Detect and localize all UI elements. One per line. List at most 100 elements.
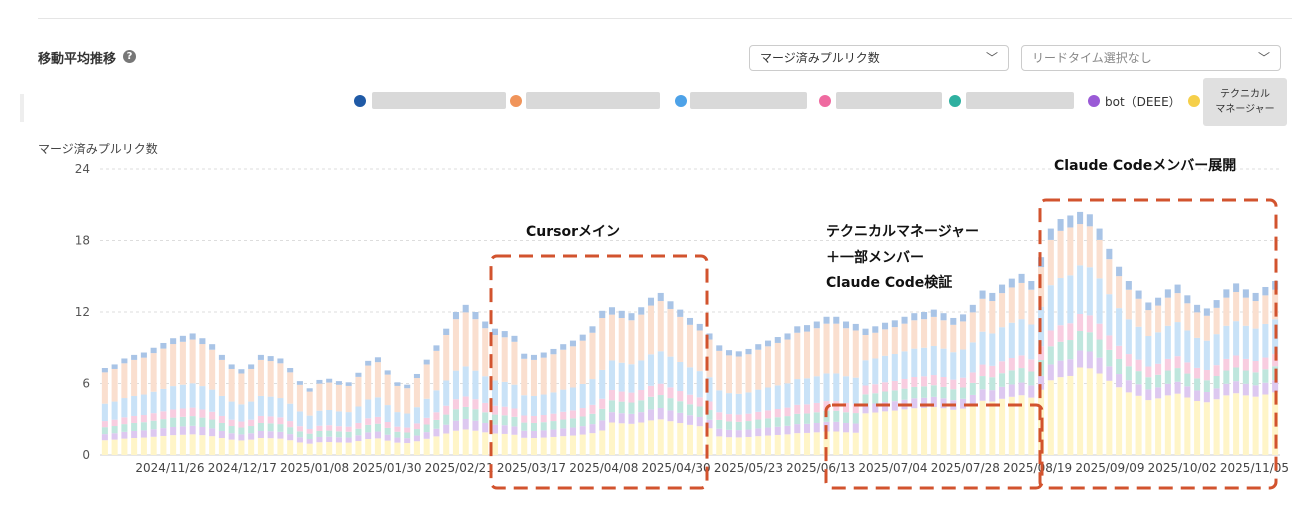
bar-segment xyxy=(443,414,450,425)
bar-segment xyxy=(891,390,898,402)
bar-segment xyxy=(589,332,596,380)
x-tick-label: 2025/08/19 xyxy=(1003,461,1072,475)
bar-segment xyxy=(384,422,391,428)
bar-segment xyxy=(189,434,196,455)
bar-segment xyxy=(1272,380,1279,393)
bar-segment xyxy=(209,344,216,350)
bar-segment xyxy=(657,383,664,396)
bar-segment xyxy=(1028,371,1035,386)
bar-segment xyxy=(1213,388,1220,400)
bar-segment xyxy=(1203,402,1210,455)
bar-segment xyxy=(813,321,820,329)
legend-dot-6[interactable] xyxy=(1088,95,1100,107)
bar-segment xyxy=(667,356,674,388)
bar-segment xyxy=(667,421,674,455)
bar-segment xyxy=(140,394,147,416)
bar-segment xyxy=(199,409,206,418)
bar-segment xyxy=(677,316,684,362)
bar-segment xyxy=(1155,387,1162,399)
bar-segment xyxy=(131,415,138,423)
bar-segment xyxy=(404,388,411,414)
bar-segment xyxy=(287,434,294,441)
legend-dot-7[interactable] xyxy=(1188,95,1200,107)
bar-segment xyxy=(774,417,781,427)
bar-segment xyxy=(1086,267,1093,316)
legend-dot-4[interactable] xyxy=(819,95,831,107)
bar-segment xyxy=(852,403,859,414)
bar-segment xyxy=(121,438,128,455)
bar-segment xyxy=(706,377,713,402)
bar-segment xyxy=(355,428,362,436)
bar-segment xyxy=(716,428,723,437)
bar-segment xyxy=(1223,325,1230,359)
bar-segment xyxy=(170,386,177,410)
question-circle-icon[interactable]: ? xyxy=(123,50,136,63)
bar-segment xyxy=(1155,374,1162,388)
bar-segment xyxy=(725,437,733,455)
leadtime-select-placeholder: リードタイム選択なし xyxy=(1032,51,1152,65)
x-tick-label: 2025/07/28 xyxy=(931,461,1000,475)
legend-dot-3[interactable] xyxy=(675,95,687,107)
x-tick-label: 2025/01/08 xyxy=(280,461,349,475)
bar-segment xyxy=(511,434,518,455)
leadtime-select[interactable]: リードタイム選択なし ﹀ xyxy=(1021,45,1281,71)
bar-segment xyxy=(950,389,957,401)
legend-dot-2[interactable] xyxy=(510,95,522,107)
legend-dot-5[interactable] xyxy=(949,95,961,107)
bar-segment xyxy=(287,403,294,422)
highlight-box xyxy=(1038,198,1278,490)
bar-segment xyxy=(804,423,811,433)
y-axis-label: マージ済みプルリク数 xyxy=(38,142,158,156)
bar-segment xyxy=(189,383,196,408)
y-tick-label: 0 xyxy=(82,448,90,462)
bar-segment xyxy=(1057,219,1064,231)
bar-segment xyxy=(1213,300,1220,308)
bar-segment xyxy=(716,390,723,413)
bar-segment xyxy=(218,359,225,396)
bar-segment xyxy=(521,422,528,431)
bar-segment xyxy=(755,344,762,350)
bar-segment xyxy=(677,361,684,392)
bar-segment xyxy=(647,354,655,386)
bar-segment xyxy=(628,402,635,414)
bar-segment xyxy=(1116,308,1123,346)
metric-select[interactable]: マージ済みプルリク数 ﹀ xyxy=(749,45,1009,71)
bar-segment xyxy=(852,330,859,378)
bar-segment xyxy=(960,314,967,322)
legend-label-bot[interactable]: bot（DEEE） xyxy=(1105,95,1181,109)
bar-segment xyxy=(862,335,869,361)
bar-segment xyxy=(540,437,547,455)
x-tick-label: 2025/01/30 xyxy=(352,461,421,475)
bar-segment xyxy=(560,411,567,420)
bar-segment xyxy=(1184,303,1191,331)
bar-segment xyxy=(872,326,879,333)
bar-segment xyxy=(404,427,411,433)
bar-segment xyxy=(345,442,352,455)
bar-segment xyxy=(335,426,342,432)
legend-dot-1[interactable] xyxy=(354,95,366,107)
bar-segment xyxy=(999,327,1006,362)
bar-segment xyxy=(287,372,294,404)
bar-segment xyxy=(725,350,733,356)
bar-segment xyxy=(472,370,479,400)
bar-segment xyxy=(804,378,811,405)
bar-segment xyxy=(569,387,576,411)
bar-segment xyxy=(140,430,147,438)
bar-segment xyxy=(160,428,167,436)
bar-segment xyxy=(1125,289,1132,320)
bar-segment xyxy=(852,413,859,424)
chevron-down-icon: ﹀ xyxy=(1257,51,1270,65)
legend-item-technical-manager[interactable]: テクニカル マネージャー xyxy=(1203,78,1287,126)
bar-segment xyxy=(969,394,976,406)
bar-segment xyxy=(540,357,547,395)
bar-segment xyxy=(1233,291,1240,322)
bar-segment xyxy=(852,432,859,455)
bar-segment xyxy=(755,389,762,412)
bar-segment xyxy=(1106,259,1113,295)
bar-segment xyxy=(1116,358,1123,375)
bar-segment xyxy=(1106,248,1113,260)
bar-segment xyxy=(1008,396,1015,455)
bar-segment xyxy=(365,399,372,419)
bar-segment xyxy=(882,411,889,455)
bar-segment xyxy=(901,316,908,324)
